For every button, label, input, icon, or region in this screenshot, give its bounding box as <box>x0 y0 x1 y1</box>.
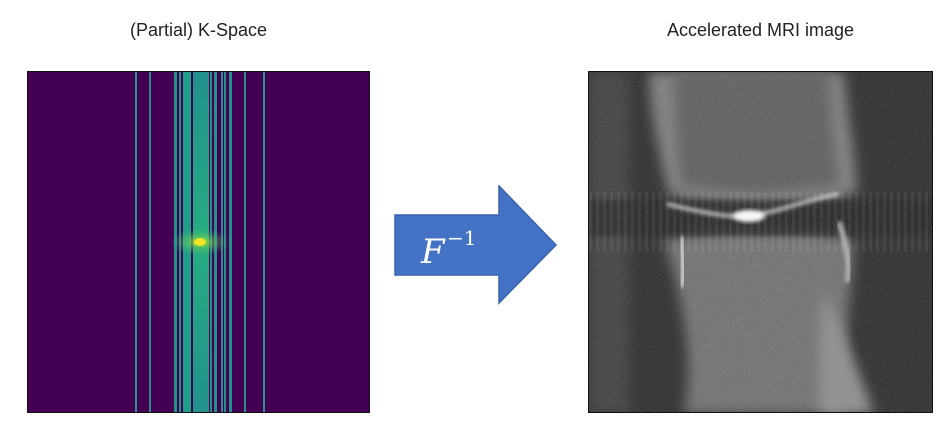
kspace-line <box>135 72 137 412</box>
arrow-label-exponent: −1 <box>447 226 476 250</box>
mri-svg <box>589 72 932 412</box>
right-arrow-icon: F −1 <box>394 184 558 305</box>
arrow-shape <box>394 184 558 305</box>
kspace-svg <box>28 72 369 412</box>
mri-noise <box>589 72 932 412</box>
knee-mri-image <box>588 71 933 413</box>
kspace-center-peak <box>194 238 206 246</box>
kspace-title: (Partial) K-Space <box>129 20 268 40</box>
arrow-label-base: F <box>420 232 446 272</box>
kspace-line <box>229 72 232 412</box>
kspace-line <box>263 72 265 412</box>
inverse-fourier-arrow: F −1 <box>394 184 558 305</box>
kspace-image <box>27 71 370 413</box>
kspace-line <box>149 72 151 412</box>
kspace-line <box>244 72 246 412</box>
mri-title: Accelerated MRI image <box>666 20 855 40</box>
